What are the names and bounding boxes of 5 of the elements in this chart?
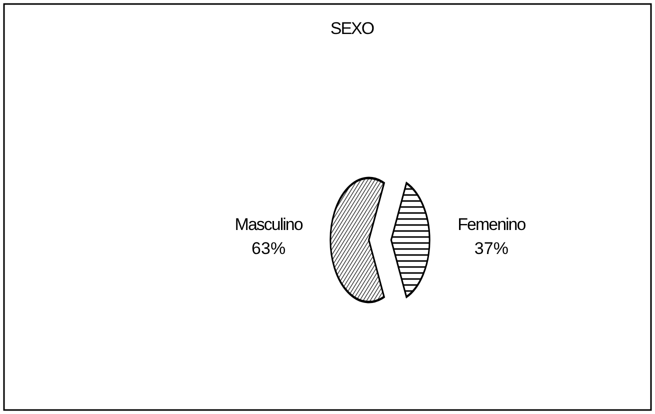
slice-label: Femenino [458, 215, 526, 234]
data-label: 37% [474, 239, 508, 258]
slice-label: Masculino [234, 215, 303, 234]
chart-title: SEXO [330, 19, 374, 38]
data-label: 63% [252, 239, 286, 258]
